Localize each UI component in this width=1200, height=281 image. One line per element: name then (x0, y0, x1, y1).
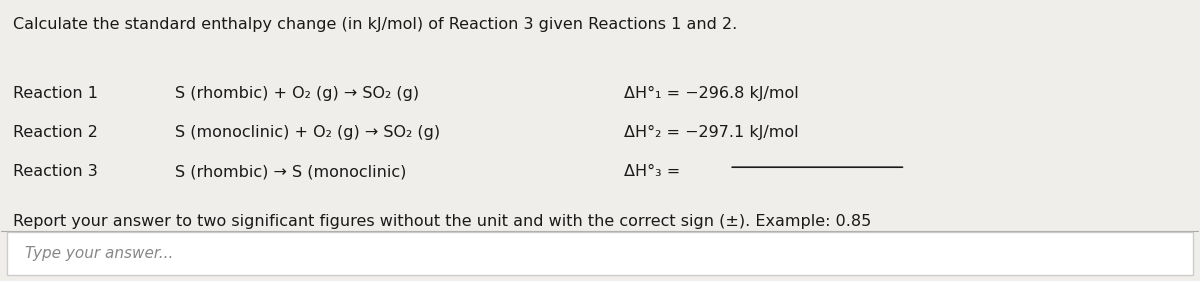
FancyBboxPatch shape (7, 232, 1193, 275)
Text: Reaction 2: Reaction 2 (13, 125, 98, 140)
Text: Calculate the standard enthalpy change (in kJ/mol) of Reaction 3 given Reactions: Calculate the standard enthalpy change (… (13, 17, 738, 32)
Text: Reaction 1: Reaction 1 (13, 86, 98, 101)
Text: ΔH°₂ = −297.1 kJ/mol: ΔH°₂ = −297.1 kJ/mol (624, 125, 798, 140)
Text: Type your answer...: Type your answer... (25, 246, 174, 261)
Text: Reaction 3: Reaction 3 (13, 164, 98, 179)
Text: Report your answer to two significant figures without the unit and with the corr: Report your answer to two significant fi… (13, 214, 871, 229)
Text: S (rhombic) + O₂ (g) → SO₂ (g): S (rhombic) + O₂ (g) → SO₂ (g) (175, 86, 419, 101)
Text: S (monoclinic) + O₂ (g) → SO₂ (g): S (monoclinic) + O₂ (g) → SO₂ (g) (175, 125, 440, 140)
Text: S (rhombic) → S (monoclinic): S (rhombic) → S (monoclinic) (175, 164, 407, 179)
Text: ΔH°₁ = −296.8 kJ/mol: ΔH°₁ = −296.8 kJ/mol (624, 86, 799, 101)
Text: ΔH°₃ =: ΔH°₃ = (624, 164, 685, 179)
